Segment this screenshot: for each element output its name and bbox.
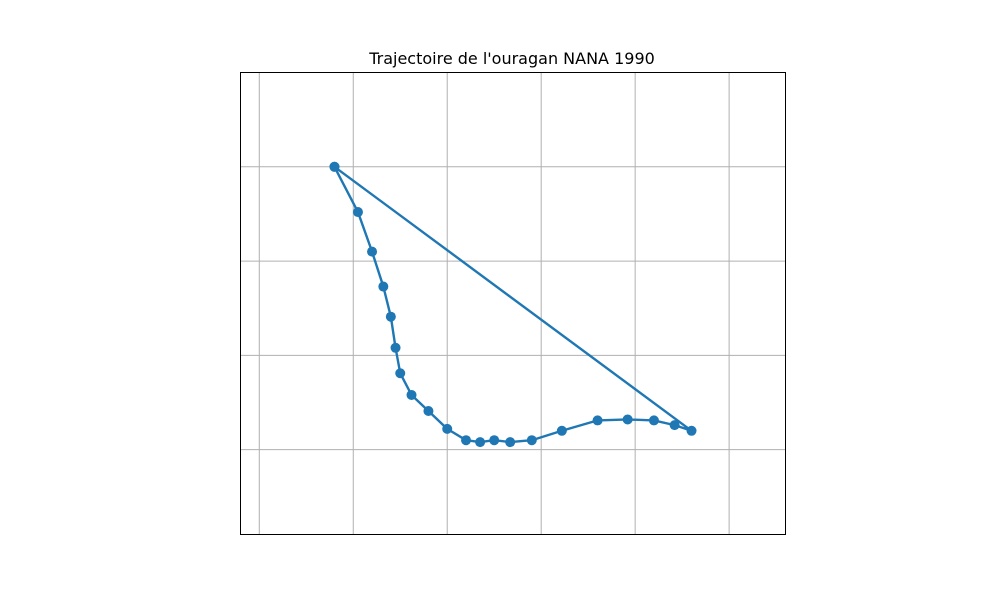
- data-point-17: [622, 414, 633, 425]
- grid-lines: [240, 72, 786, 535]
- data-point-21: [329, 161, 340, 172]
- data-point-10: [461, 435, 472, 446]
- chart-title: Trajectoire de l'ouragan NANA 1990: [368, 49, 655, 68]
- data-point-18: [648, 415, 659, 426]
- data-point-16: [592, 415, 603, 426]
- data-point-5: [390, 342, 401, 353]
- data-point-13: [505, 437, 516, 448]
- data-point-9: [442, 423, 453, 434]
- series-line-0: [333, 165, 693, 444]
- data-point-3: [378, 281, 389, 292]
- data-point-6: [395, 368, 406, 379]
- data-point-19: [669, 420, 680, 431]
- data-point-14: [526, 435, 537, 446]
- data-point-4: [385, 311, 396, 322]
- data-point-8: [423, 405, 434, 416]
- data-point-15: [556, 425, 567, 436]
- axes-frame: [240, 72, 786, 535]
- data-point-1: [352, 207, 363, 218]
- data-point-11: [475, 437, 486, 448]
- data-point-7: [406, 389, 417, 400]
- data-point-2: [367, 246, 378, 257]
- plot-series: [329, 161, 697, 448]
- data-point-12: [489, 435, 500, 446]
- data-point-20: [686, 425, 697, 436]
